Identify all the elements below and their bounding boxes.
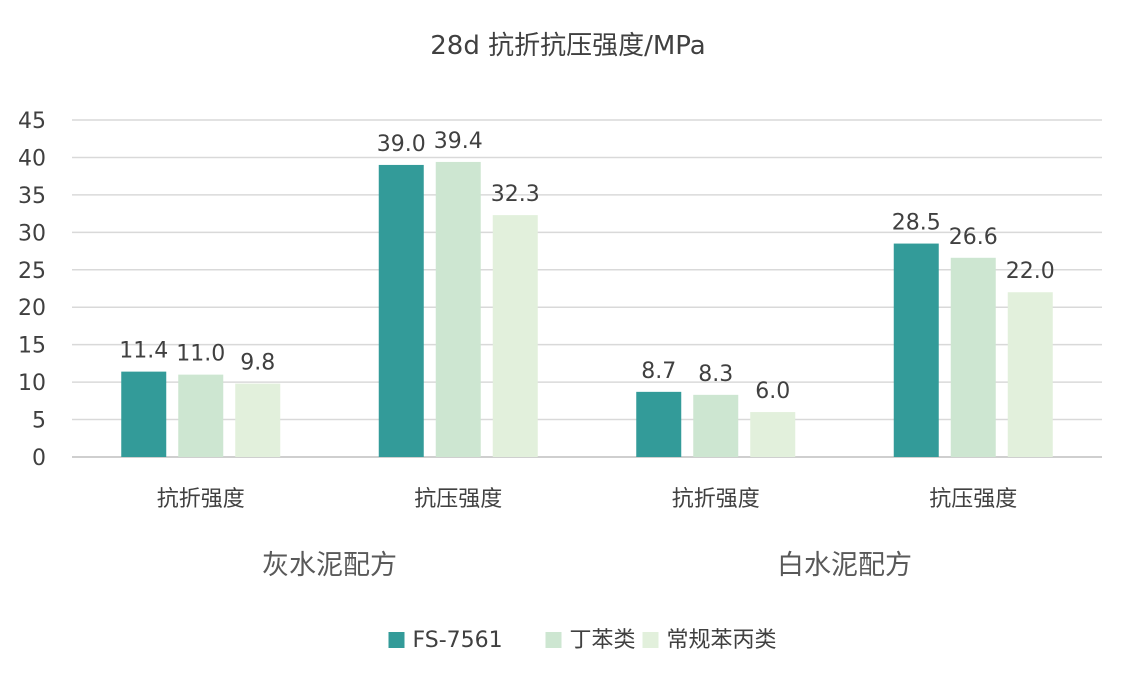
data-label: 26.6 — [949, 225, 998, 250]
data-label: 11.4 — [119, 339, 168, 364]
category-label: 抗压强度 — [929, 487, 1017, 512]
bar — [235, 383, 281, 457]
y-axis-ticks: 0 5 10 15 20 25 30 35 40 45 — [18, 109, 46, 471]
data-label: 8.7 — [641, 359, 676, 384]
gridlines — [72, 119, 1102, 458]
category-label: 抗压强度 — [414, 487, 502, 512]
category-label: 抗折强度 — [672, 487, 760, 512]
bar — [435, 161, 481, 457]
legend-label: 丁苯类 — [570, 628, 636, 653]
data-label: 32.3 — [491, 182, 540, 207]
data-label: 39.0 — [377, 132, 426, 157]
chart-title: 28d 抗折抗压强度/MPa — [430, 31, 706, 61]
data-labels: 11.4 11.0 9.8 39.0 39.4 32.3 8.7 8.3 6.0 28.5 26.6… — [119, 129, 1054, 404]
y-tick-label: 40 — [18, 146, 46, 171]
bar — [121, 371, 167, 457]
data-label: 22.0 — [1006, 259, 1055, 284]
group-label: 灰水泥配方 — [262, 550, 397, 581]
legend-swatch — [388, 632, 405, 648]
y-tick-label: 15 — [18, 334, 46, 359]
bar — [950, 257, 996, 457]
y-tick-label: 0 — [32, 446, 46, 471]
bar — [492, 215, 538, 457]
y-tick-label: 5 — [32, 409, 46, 434]
y-tick-label: 10 — [18, 371, 46, 396]
data-label: 9.8 — [240, 351, 275, 376]
group-labels: 灰水泥配方 白水泥配方 — [262, 550, 912, 581]
bars — [121, 161, 1053, 457]
y-tick-label: 30 — [18, 221, 46, 246]
bar — [750, 412, 796, 457]
legend-swatch — [642, 632, 659, 648]
legend-swatch — [545, 632, 562, 648]
y-tick-label: 45 — [18, 109, 46, 134]
y-tick-label: 35 — [18, 184, 46, 209]
group-label: 白水泥配方 — [777, 550, 912, 581]
y-tick-label: 25 — [18, 259, 46, 284]
bar — [693, 394, 739, 457]
data-label: 6.0 — [755, 379, 790, 404]
bar — [636, 391, 682, 457]
data-label: 28.5 — [892, 211, 941, 236]
category-label: 抗折强度 — [157, 487, 245, 512]
data-label: 8.3 — [698, 362, 733, 387]
legend-label: 常规苯丙类 — [667, 628, 777, 653]
y-tick-label: 20 — [18, 296, 46, 321]
bar — [1007, 292, 1053, 457]
bar — [378, 164, 424, 457]
data-label: 11.0 — [176, 342, 225, 367]
category-labels: 抗折强度 抗压强度 抗折强度 抗压强度 — [157, 487, 1018, 512]
legend-label: FS-7561 — [413, 628, 503, 653]
bar — [178, 374, 224, 457]
legend: FS-7561 丁苯类 常规苯丙类 — [388, 628, 777, 653]
data-label: 39.4 — [434, 129, 483, 154]
bar — [893, 243, 939, 457]
